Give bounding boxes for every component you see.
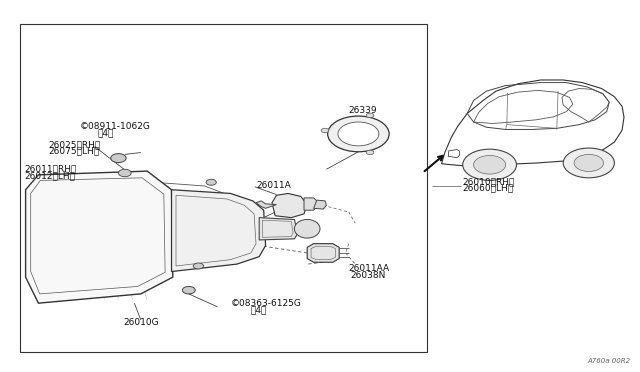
Text: 26011AA: 26011AA — [349, 264, 390, 273]
Text: ©08363-6125G: ©08363-6125G — [230, 299, 301, 308]
Text: 26038N: 26038N — [351, 271, 386, 280]
Circle shape — [563, 148, 614, 178]
Text: ©08911-1062G: ©08911-1062G — [80, 122, 151, 131]
Circle shape — [366, 150, 374, 155]
Circle shape — [474, 155, 506, 174]
Text: 26010G: 26010G — [123, 318, 159, 327]
Circle shape — [193, 263, 204, 269]
Circle shape — [463, 149, 516, 180]
Circle shape — [328, 116, 389, 152]
Polygon shape — [307, 244, 339, 262]
Polygon shape — [314, 200, 326, 209]
Circle shape — [206, 179, 216, 185]
Text: （4）: （4） — [97, 129, 114, 138]
Circle shape — [118, 169, 131, 177]
Text: 26060〈LH〉: 26060〈LH〉 — [462, 184, 513, 193]
Polygon shape — [304, 198, 317, 210]
Text: 26011A: 26011A — [256, 182, 291, 190]
Ellipse shape — [294, 219, 320, 238]
Circle shape — [574, 154, 604, 171]
Text: （4）: （4） — [251, 305, 268, 314]
Text: 26075〈LH〉: 26075〈LH〉 — [48, 147, 99, 155]
Circle shape — [366, 113, 374, 118]
Text: A760a 00R2: A760a 00R2 — [588, 358, 630, 364]
Polygon shape — [172, 190, 266, 272]
Text: 26010〈RH〉: 26010〈RH〉 — [462, 177, 515, 186]
Text: 26339: 26339 — [349, 106, 378, 115]
Polygon shape — [272, 193, 307, 218]
Polygon shape — [259, 218, 298, 240]
Text: 26011〈RH〉: 26011〈RH〉 — [24, 165, 77, 174]
Text: 26025〈RH〉: 26025〈RH〉 — [48, 140, 100, 149]
Circle shape — [182, 286, 195, 294]
Circle shape — [321, 128, 329, 133]
Circle shape — [111, 154, 126, 163]
Text: 26012〈LH〉: 26012〈LH〉 — [24, 171, 76, 180]
Polygon shape — [26, 171, 173, 303]
Polygon shape — [256, 201, 276, 208]
Circle shape — [338, 122, 379, 146]
Bar — [20, 24, 427, 352]
